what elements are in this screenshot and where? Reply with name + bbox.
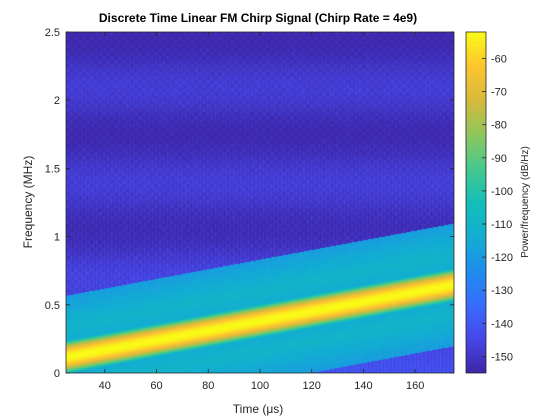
y-tick-label: 2.5 (45, 27, 60, 39)
y-axis-label: Frequency (MHz) (21, 156, 35, 249)
x-tick-label: 60 (150, 380, 162, 392)
colorbar-ticks: -60 -70 -80 -90 -100 -110 -120 -130 -140 -150 (482, 53, 513, 363)
colorbar-tick-label: -60 (491, 53, 507, 65)
plot-area (65, 31, 455, 374)
colorbar-tick-label: -90 (491, 153, 507, 165)
x-tick-label: 140 (354, 380, 372, 392)
x-tick-label: 80 (202, 380, 214, 392)
colorbar: -60 -70 -80 -90 -100 -110 -120 -130 -140 -150 (465, 31, 513, 374)
colorbar-gradient (466, 32, 486, 373)
colorbar-tick-label: -110 (491, 219, 512, 231)
spectrogram-heatmap (66, 32, 454, 373)
y-tick-label: 2 (54, 95, 60, 107)
y-tick-label: 0.5 (45, 300, 60, 312)
colorbar-tick-label: -140 (491, 318, 513, 330)
y-tick-label: 1.5 (45, 163, 60, 175)
chart-title: Discrete Time Linear FM Chirp Signal (Ch… (99, 11, 417, 25)
colorbar-tick-label: -130 (491, 285, 513, 297)
x-axis-label: Time (μs) (233, 402, 283, 416)
x-tick-label: 40 (99, 380, 111, 392)
y-tick-label: 0 (54, 368, 60, 380)
colorbar-tick-label: -150 (491, 351, 513, 363)
x-tick-label: 120 (303, 380, 321, 392)
colorbar-tick-label: -100 (491, 186, 513, 198)
x-axis-ticks: 40 60 80 100 120 140 160 (99, 32, 424, 392)
x-tick-label: 100 (251, 380, 269, 392)
y-axis-ticks: 0 0.5 1 1.5 2 2.5 (45, 27, 454, 380)
colorbar-tick-label: -70 (491, 87, 507, 99)
y-tick-label: 1 (54, 232, 60, 244)
colorbar-label: Power/frequency (dB/Hz) (520, 146, 531, 258)
colorbar-tick-label: -120 (491, 252, 513, 264)
colorbar-tick-label: -80 (491, 120, 507, 132)
x-tick-label: 160 (406, 380, 424, 392)
colorbar-frame (465, 31, 487, 374)
